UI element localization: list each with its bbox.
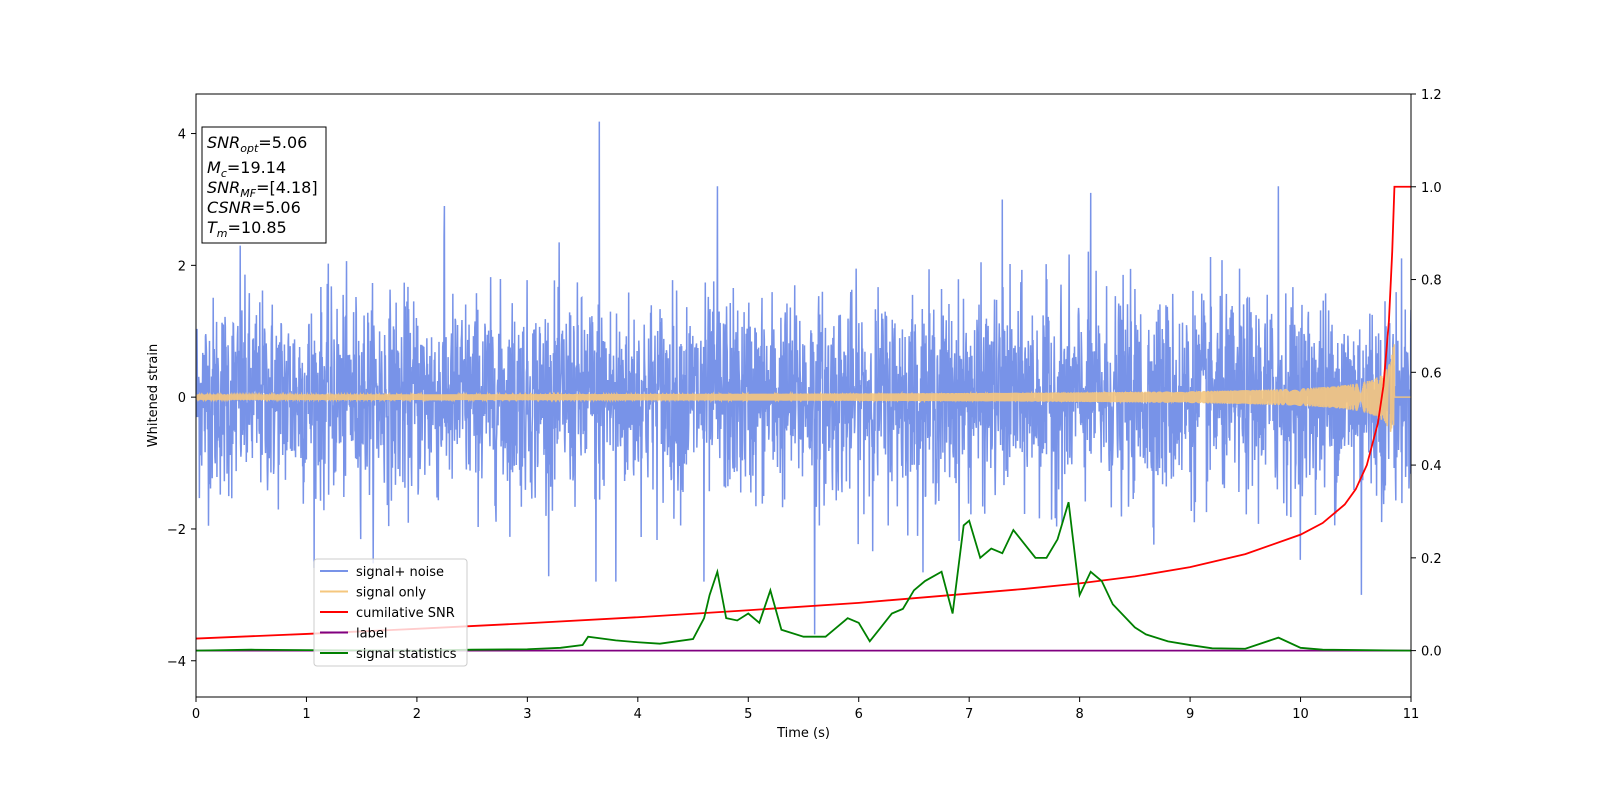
- legend-label: label: [356, 627, 387, 642]
- x-axis-title: Time (s): [776, 726, 830, 741]
- legend-label: signal only: [356, 586, 426, 601]
- y2-tick-label: 0.6: [1421, 366, 1442, 381]
- info-line: CSNR=5.06: [207, 198, 301, 217]
- info-line: Mc=19.14: [207, 158, 286, 180]
- y-tick-label: −4: [167, 655, 186, 670]
- info-box: [201, 126, 327, 244]
- series-signal-statistics: [196, 501, 1411, 652]
- x-tick-label: 3: [523, 707, 531, 722]
- y-tick-label: 2: [178, 259, 186, 274]
- y2-tick-label: 0.8: [1421, 274, 1442, 289]
- info-line: SNRMF=[4.18]: [207, 178, 318, 200]
- y-axis-title: Whitened strain: [146, 344, 161, 447]
- x-tick-label: 1: [302, 707, 310, 722]
- y2-tick-label: 0.2: [1421, 552, 1442, 567]
- series-signal-noise: [196, 121, 1411, 635]
- x-tick-label: 6: [855, 707, 863, 722]
- plot-frame: [195, 93, 1412, 698]
- x-tick-label: 7: [965, 707, 973, 722]
- x-tick-label: 2: [413, 707, 421, 722]
- x-tick-label: 4: [634, 707, 642, 722]
- y2-tick-label: 1.2: [1421, 88, 1442, 103]
- legend-label: signal statistics: [356, 647, 457, 662]
- series-cumilative-snr: [196, 185, 1411, 640]
- x-tick-label: 5: [744, 707, 752, 722]
- y-tick-label: 0: [178, 391, 186, 406]
- x-tick-label: 0: [192, 707, 200, 722]
- x-tick-label: 10: [1292, 707, 1309, 722]
- y2-tick-label: 0.4: [1421, 459, 1442, 474]
- x-tick-label: 8: [1075, 707, 1083, 722]
- x-tick-label: 11: [1403, 707, 1420, 722]
- info-line: SNRopt=5.06: [207, 133, 307, 155]
- info-line: Tm=10.85: [207, 218, 287, 240]
- legend-box: [313, 558, 468, 667]
- y2-tick-label: 0.0: [1421, 645, 1442, 660]
- y2-tick-label: 1.0: [1421, 181, 1442, 196]
- y-tick-label: −2: [167, 523, 186, 538]
- legend-label: signal+ noise: [356, 565, 444, 580]
- x-tick-label: 9: [1186, 707, 1194, 722]
- series-signal-only: [196, 344, 1411, 432]
- legend-label: cumilative SNR: [356, 606, 455, 621]
- y-tick-label: 4: [178, 128, 186, 143]
